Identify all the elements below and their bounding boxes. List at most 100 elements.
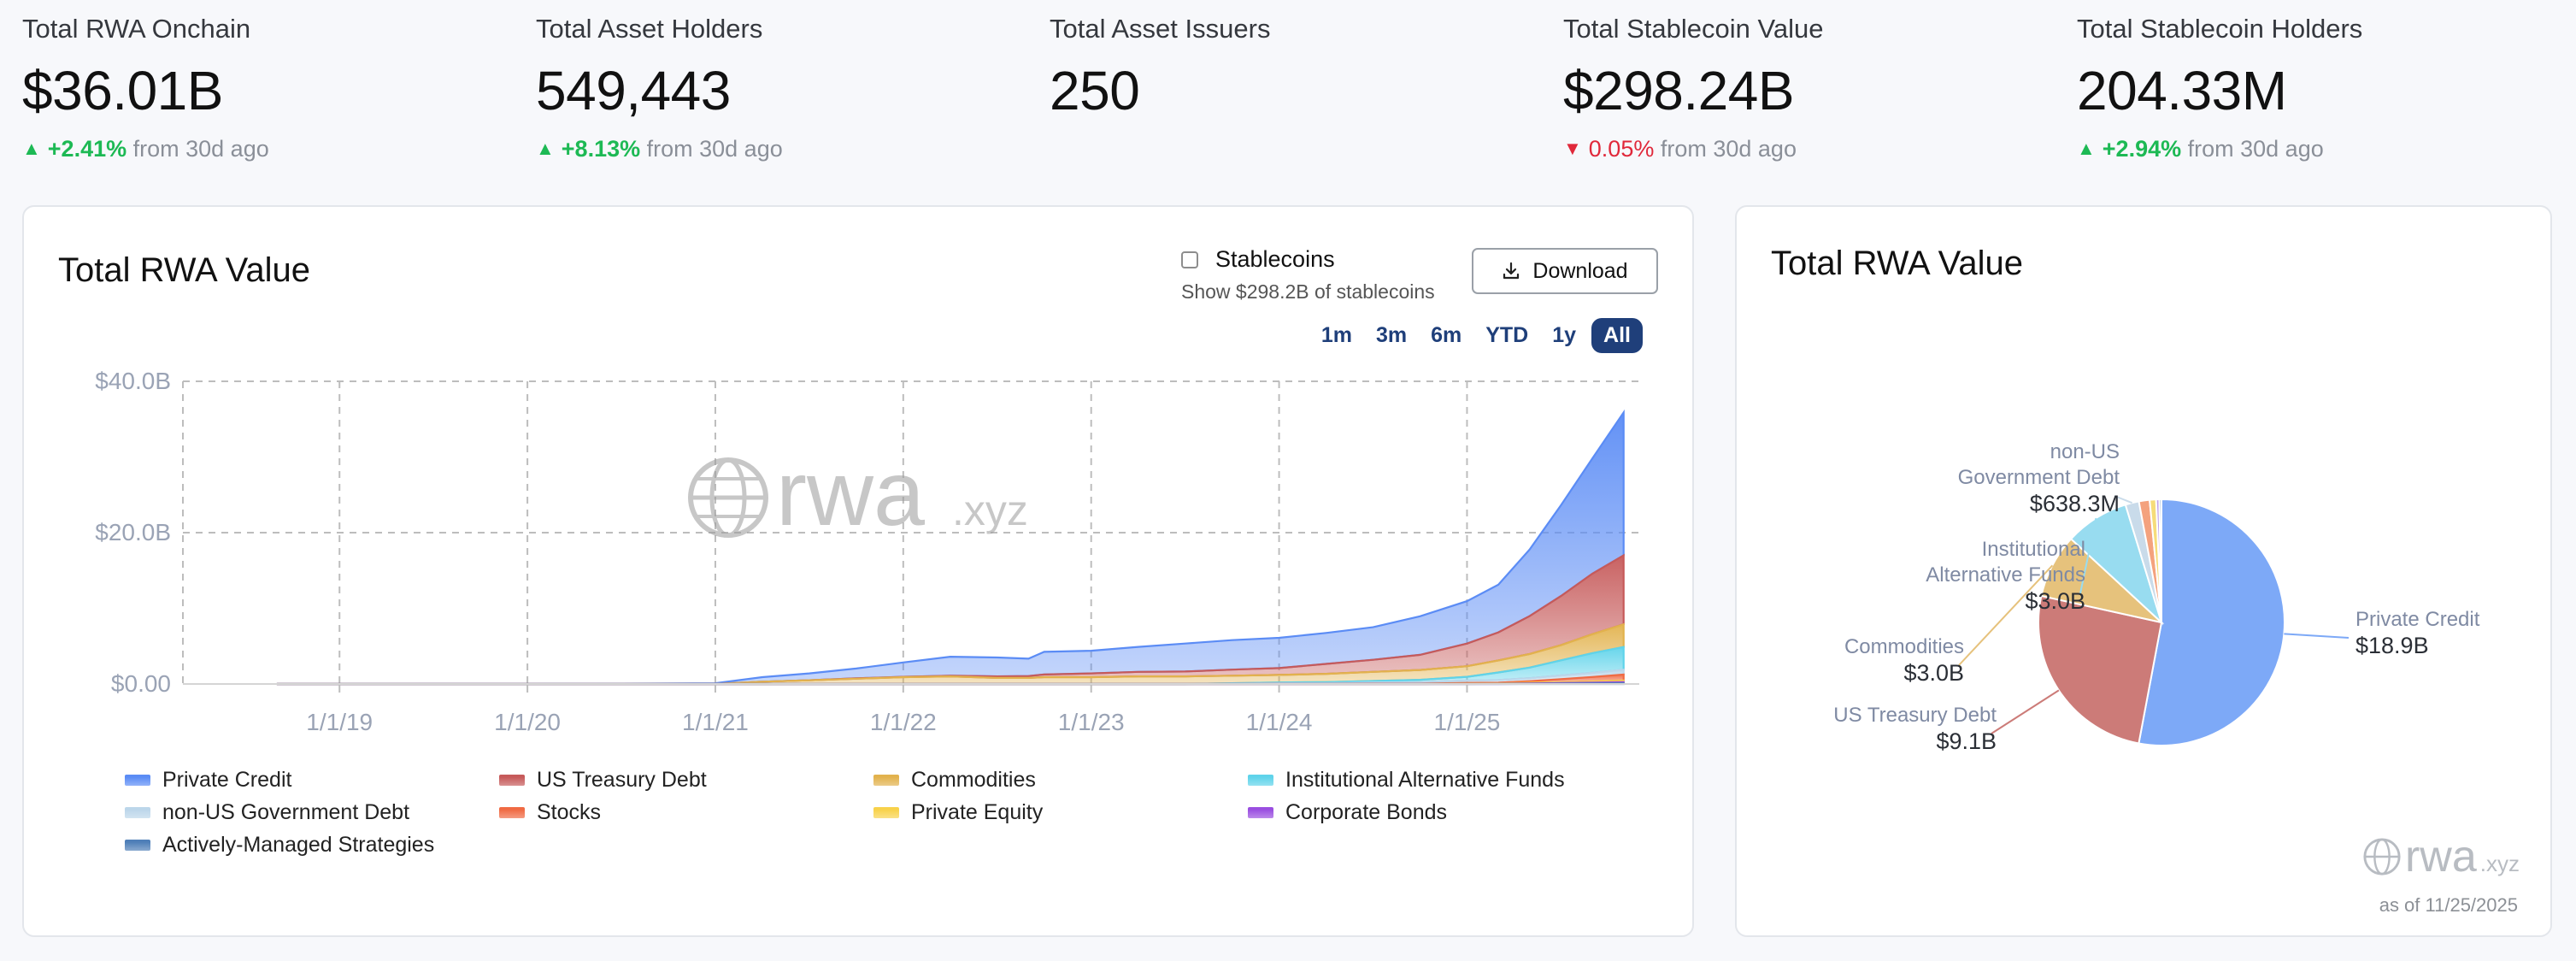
stat-value: $36.01B bbox=[22, 60, 223, 121]
change-suffix: from 30d ago bbox=[132, 136, 269, 162]
download-icon bbox=[1503, 262, 1520, 280]
watermark-suffix: .xyz bbox=[952, 486, 1028, 534]
legend-item[interactable]: Institutional Alternative Funds bbox=[1248, 768, 1565, 793]
change-suffix: from 30d ago bbox=[1660, 136, 1797, 162]
legend-swatch bbox=[499, 775, 525, 786]
time-range-selector: 1m 3m 6m YTD 1y All bbox=[1313, 318, 1643, 353]
stat-label: Total Asset Holders bbox=[536, 14, 763, 44]
legend-swatch bbox=[873, 807, 899, 818]
download-button[interactable]: Download bbox=[1472, 248, 1658, 294]
stat-total-rwa: Total RWA Onchain $36.01B ▲ +2.41% from 3… bbox=[22, 12, 501, 166]
legend-label: Actively-Managed Strategies bbox=[162, 833, 435, 857]
legend-swatch bbox=[125, 807, 150, 818]
x-tick-label: 1/1/20 bbox=[494, 709, 561, 735]
chart-axes: $0.00 $20.0B $40.0B 1/1/19 1/1/20 1/1/21 1/1/2… bbox=[95, 368, 1639, 735]
watermark: rwa .xyz bbox=[688, 441, 1028, 545]
pie-slice-value: $3.0B bbox=[2025, 588, 2085, 614]
legend-label: Private Equity bbox=[911, 800, 1044, 824]
pie-leader-line bbox=[1991, 689, 2060, 734]
x-tick-label: 1/1/19 bbox=[306, 709, 373, 735]
pie-slice-name: Commodities bbox=[1844, 635, 1964, 658]
x-tick-label: 1/1/25 bbox=[1434, 709, 1501, 735]
stat-value: 204.33M bbox=[2077, 60, 2287, 121]
legend-item[interactable]: non-US Government Debt bbox=[125, 800, 409, 825]
range-1m-button[interactable]: 1m bbox=[1320, 323, 1352, 347]
x-tick-label: 1/1/21 bbox=[682, 709, 749, 735]
range-1y-button[interactable]: 1y bbox=[1552, 323, 1577, 347]
down-arrow-icon: ▼ bbox=[1563, 138, 1582, 159]
stat-value: 250 bbox=[1050, 60, 1140, 121]
y-tick-label: $20.0B bbox=[95, 519, 171, 545]
watermark-suffix: .xyz bbox=[2479, 850, 2520, 876]
stat-change: ▲ +2.94% from 30d ago bbox=[2077, 132, 2555, 166]
stats-row: Total RWA Onchain $36.01B ▲ +2.41% from 3… bbox=[0, 0, 2576, 197]
up-arrow-icon: ▲ bbox=[536, 138, 555, 159]
range-6m-button[interactable]: 6m bbox=[1431, 323, 1462, 347]
stat-stablecoin-holders: Total Stablecoin Holders 204.33M ▲ +2.94%… bbox=[2077, 12, 2555, 166]
legend-label: Institutional Alternative Funds bbox=[1285, 768, 1565, 792]
pie-leader-line bbox=[1958, 564, 2054, 666]
legend-item[interactable]: US Treasury Debt bbox=[499, 768, 707, 793]
range-ytd-button[interactable]: YTD bbox=[1485, 323, 1529, 347]
change-value: +8.13% bbox=[561, 136, 641, 162]
rwa-area-chart-card: Total RWA Value Stablecoins Show $298.2B… bbox=[22, 205, 1694, 937]
area-chart: rwa .xyz $0.00 $20.0B $40.0B 1/1/19 1/1/20 1/… bbox=[95, 368, 1639, 735]
up-arrow-icon: ▲ bbox=[2077, 138, 2096, 159]
pie-slice-name: Institutional bbox=[1982, 538, 2085, 561]
legend-item[interactable]: Private Equity bbox=[873, 800, 1043, 825]
stat-change: ▼ 0.05% from 30d ago bbox=[1563, 132, 2042, 166]
legend-item[interactable]: Actively-Managed Strategies bbox=[125, 833, 434, 858]
stat-asset-issuers: Total Asset Issuers 250 bbox=[1050, 12, 1528, 125]
stat-label: Total Stablecoin Value bbox=[1563, 14, 1824, 44]
stablecoins-checkbox[interactable] bbox=[1181, 251, 1198, 268]
legend-swatch bbox=[125, 775, 150, 786]
watermark: rwa .xyz bbox=[2362, 831, 2520, 882]
legend-label: US Treasury Debt bbox=[537, 768, 707, 792]
pie-slice-private-credit[interactable] bbox=[2138, 498, 2285, 746]
area-series-group bbox=[276, 409, 1625, 686]
pie-slice-value: $3.0B bbox=[1903, 660, 1964, 686]
legend-item[interactable]: Stocks bbox=[499, 800, 601, 825]
pie-chart: Private Credit$18.9B US Treasury Debt$9.1… bbox=[1833, 440, 2479, 754]
area-series-private-credit[interactable] bbox=[276, 409, 1625, 686]
globe-icon bbox=[688, 457, 768, 538]
stat-label: Total Asset Issuers bbox=[1050, 14, 1271, 44]
legend-item[interactable]: Private Credit bbox=[125, 768, 291, 793]
card-title: Total RWA Value bbox=[58, 251, 310, 289]
pie-slice-name: Government Debt bbox=[1958, 466, 2120, 489]
pie-slice-name: non-US bbox=[2050, 440, 2120, 463]
legend-label: non-US Government Debt bbox=[162, 800, 410, 824]
legend-item[interactable]: Corporate Bonds bbox=[1248, 800, 1447, 825]
card-title: Total RWA Value bbox=[1771, 245, 2023, 282]
watermark-text: rwa bbox=[776, 441, 926, 545]
pie-slice-actively-managed-strategies[interactable] bbox=[2158, 498, 2162, 623]
legend-label: Private Credit bbox=[162, 768, 292, 792]
watermark-text: rwa bbox=[2404, 832, 2477, 881]
pie-slice-value: $18.9B bbox=[2355, 633, 2429, 658]
change-value: +2.41% bbox=[47, 136, 127, 162]
pie-labels: Private Credit$18.9B US Treasury Debt$9.1… bbox=[1833, 440, 2479, 754]
legend-swatch bbox=[1248, 807, 1273, 818]
change-suffix: from 30d ago bbox=[2187, 136, 2324, 162]
globe-icon bbox=[2363, 838, 2401, 876]
pie-slice-value: $638.3M bbox=[2030, 491, 2120, 516]
y-tick-label: $0.00 bbox=[111, 670, 171, 697]
stat-value: 549,443 bbox=[536, 60, 731, 121]
change-value: +2.94% bbox=[2102, 136, 2182, 162]
stat-label: Total Stablecoin Holders bbox=[2077, 14, 2363, 44]
rwa-pie-chart-card: Total RWA Value Private Credit $18.9B US T… bbox=[1735, 205, 2552, 937]
pie-slice-value: $9.1B bbox=[1936, 728, 1997, 754]
range-3m-button[interactable]: 3m bbox=[1375, 323, 1408, 347]
pie-slice-name: Private Credit bbox=[2355, 608, 2480, 631]
stat-stablecoin-value: Total Stablecoin Value $298.24B ▼ 0.05% f… bbox=[1563, 12, 2042, 166]
range-all-button[interactable]: All bbox=[1591, 318, 1643, 353]
legend-label: Corporate Bonds bbox=[1285, 800, 1448, 824]
as-of-date: as of 11/25/2025 bbox=[2379, 894, 2518, 916]
legend-item[interactable]: Commodities bbox=[873, 768, 1036, 793]
legend-label: Stocks bbox=[537, 800, 602, 824]
legend-label: Commodities bbox=[911, 768, 1036, 792]
pie-leader-line bbox=[2079, 517, 2097, 594]
stat-change: ▲ +8.13% from 30d ago bbox=[536, 132, 1015, 166]
x-tick-label: 1/1/22 bbox=[870, 709, 937, 735]
stat-asset-holders: Total Asset Holders 549,443 ▲ +8.13% from… bbox=[536, 12, 1015, 166]
